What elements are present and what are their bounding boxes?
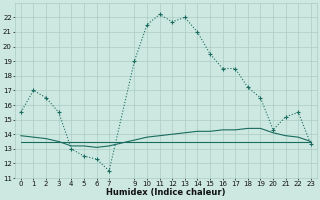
X-axis label: Humidex (Indice chaleur): Humidex (Indice chaleur) — [106, 188, 226, 197]
